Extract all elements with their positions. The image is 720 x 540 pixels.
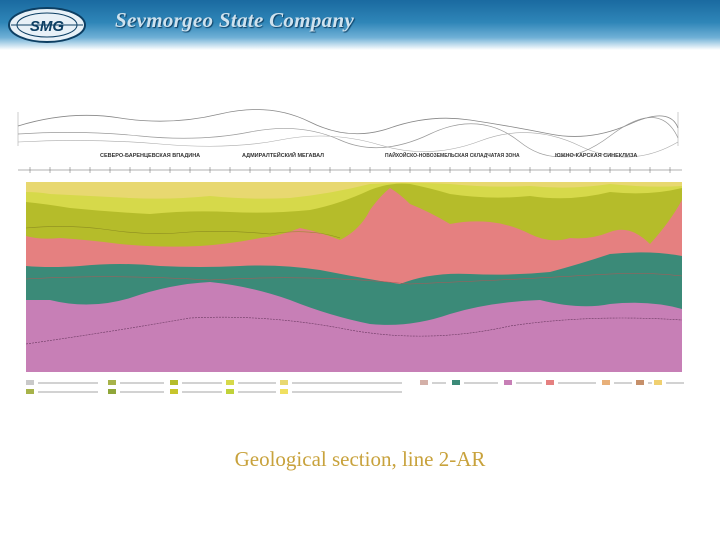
region-label-3: ПАЙХОЙСКО-НОВОЗЕМЕЛЬСКАЯ СКЛАДЧАТАЯ ЗОНА [385, 151, 520, 159]
company-logo: SMG [8, 7, 86, 43]
region-label-1: СЕВЕРО-БАРЕНЦЕВСКАЯ ВПАДИНА [100, 153, 200, 159]
geological-section-image: СЕВЕРО-БАРЕНЦЕВСКАЯ ВПАДИНА АДМИРАЛТЕЙСК… [17, 109, 684, 394]
map-legend [26, 380, 684, 394]
region-label-4: ЮЖНО-КАРСКАЯ СИНЕКЛИЗА [555, 153, 637, 159]
header-banner: SMG Sevmorgeo State Company [0, 0, 720, 50]
region-labels: СЕВЕРО-БАРЕНЦЕВСКАЯ ВПАДИНА АДМИРАЛТЕЙСК… [100, 151, 637, 159]
logo-text: SMG [30, 18, 65, 35]
region-label-2: АДМИРАЛТЕЙСКИЙ МЕГАВАЛ [242, 151, 324, 159]
profile-curves [17, 109, 679, 158]
ruler-ticks [29, 167, 671, 173]
figure-caption: Geological section, line 2-AR [234, 447, 486, 471]
company-title: Sevmorgeo State Company [115, 8, 355, 32]
section-layers [25, 182, 683, 372]
